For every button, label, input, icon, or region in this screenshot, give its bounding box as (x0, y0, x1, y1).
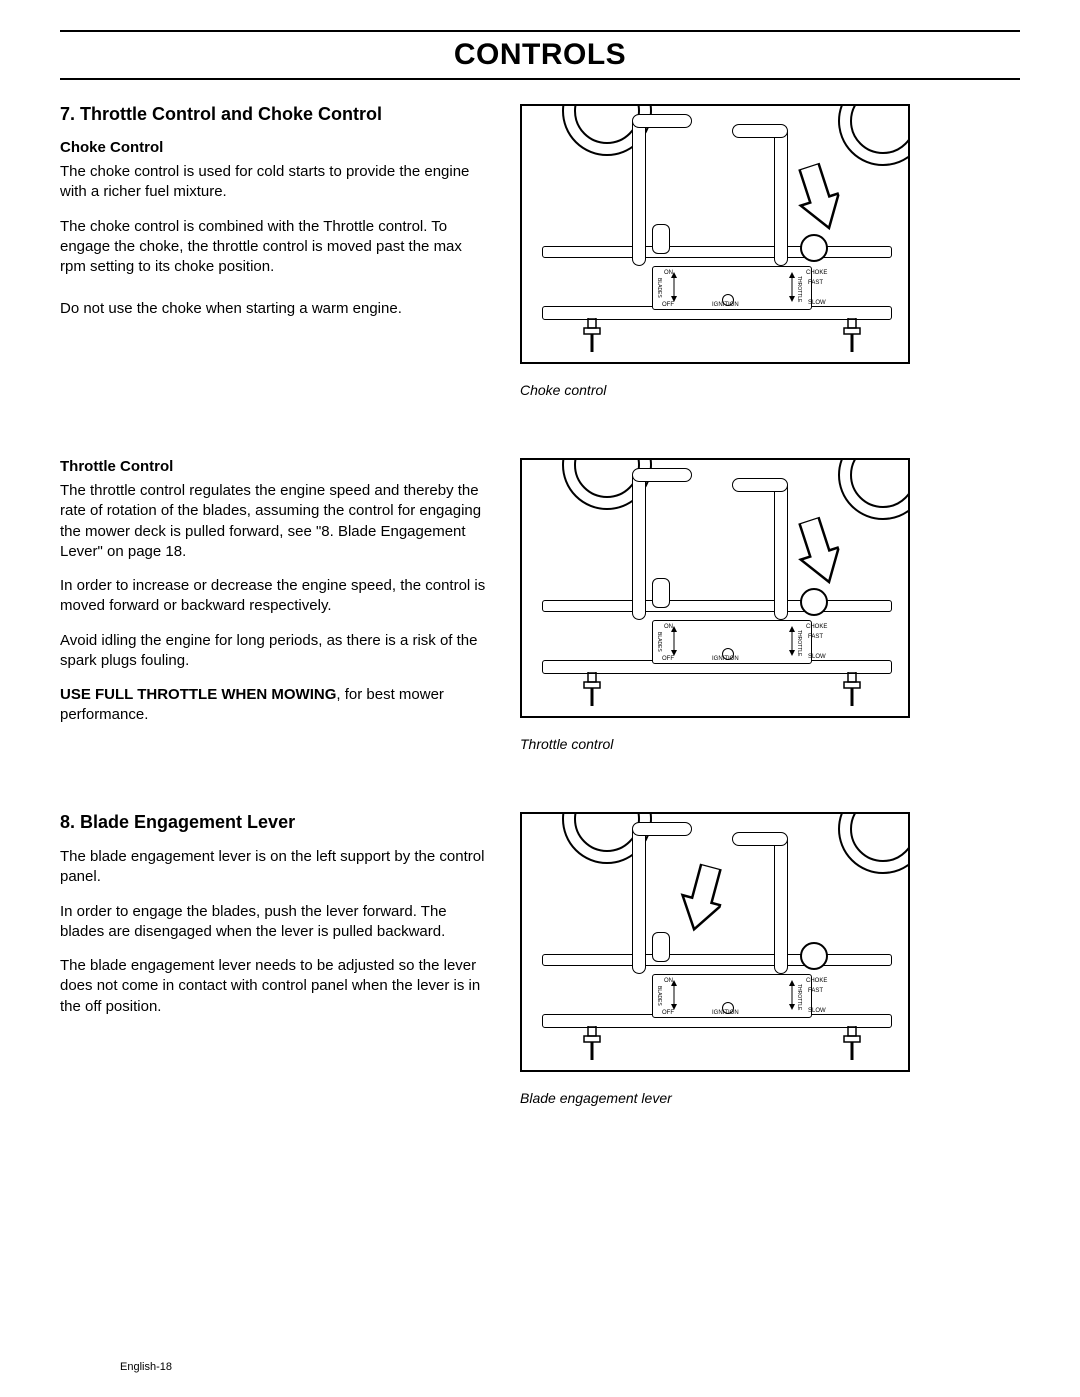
frame-bar (542, 954, 892, 966)
section-throttle: Throttle Control The throttle control re… (60, 458, 1020, 752)
panel-label: THROTTLE (796, 630, 801, 656)
para: The blade engagement lever is on the lef… (60, 847, 490, 888)
arrow-icon (670, 980, 678, 1015)
arrow-icon (788, 626, 796, 661)
panel-label: THROTTLE (796, 984, 801, 1010)
sub-heading: Choke Control (60, 139, 490, 156)
panel-label: BLADES (656, 986, 661, 1006)
frame-bar (542, 600, 892, 612)
arrow-icon (788, 272, 796, 307)
para: USE FULL THROTTLE WHEN MOWING, for best … (60, 685, 490, 726)
content: 7. Throttle Control and Choke Control Ch… (60, 104, 1020, 1106)
panel-label: CHOKE (806, 978, 827, 984)
handle-bar (632, 116, 646, 266)
panel-label: SLOW (808, 300, 826, 306)
frame-bar (542, 246, 892, 258)
panel-label: SLOW (808, 1008, 826, 1014)
para: In order to increase or decrease the eng… (60, 576, 490, 617)
handle-bar (632, 822, 692, 836)
figure-blade: ONOFFBLADESIGNITIONTHROTTLECHOKEFASTSLOW… (520, 812, 910, 1072)
para: The blade engagement lever needs to be a… (60, 956, 490, 1017)
handle-bar (774, 480, 788, 620)
handle-bar (774, 834, 788, 974)
figure-col: ONOFFBLADESIGNITIONTHROTTLECHOKEFASTSLOW… (520, 812, 1020, 1106)
pointer-arrow-icon (664, 859, 730, 940)
panel-label: FAST (808, 280, 823, 286)
handle-bar (732, 124, 788, 138)
panel-label: CHOKE (806, 270, 827, 276)
page-footer: English-18 (120, 1361, 172, 1373)
bold-text: USE FULL THROTTLE WHEN MOWING (60, 686, 336, 703)
figure-throttle: ONOFFBLADESIGNITIONTHROTTLECHOKEFASTSLOW… (520, 458, 910, 718)
text-col: 7. Throttle Control and Choke Control Ch… (60, 104, 490, 398)
figure-col: ONOFFBLADESIGNITIONTHROTTLECHOKEFASTSLOW… (520, 458, 1020, 752)
page-title: CONTROLS (60, 38, 1020, 72)
schematic: ONOFFBLADESIGNITIONTHROTTLECHOKEFASTSLOW (522, 814, 908, 1070)
blade-knob (652, 578, 670, 608)
section-choke: 7. Throttle Control and Choke Control Ch… (60, 104, 1020, 398)
handle-bar (632, 470, 646, 620)
bolt-icon (842, 1026, 862, 1067)
bolt-icon (582, 1026, 602, 1067)
sub-heading: Throttle Control (60, 458, 490, 475)
handle-bar (632, 114, 692, 128)
top-rule (60, 30, 1020, 32)
para: The choke control is used for cold start… (60, 162, 490, 203)
bolt-icon (842, 318, 862, 359)
ignition-icon (722, 648, 734, 660)
figure-caption: Choke control (520, 382, 1020, 398)
bolt-icon (842, 672, 862, 713)
text-col: Throttle Control The throttle control re… (60, 458, 490, 752)
para: Avoid idling the engine for long periods… (60, 631, 490, 672)
handle-bar (732, 832, 788, 846)
arrow-icon (670, 272, 678, 307)
handle-bar (774, 126, 788, 266)
section-blade: 8. Blade Engagement Lever The blade enga… (60, 812, 1020, 1106)
title-rule (60, 78, 1020, 80)
para: In order to engage the blades, push the … (60, 902, 490, 943)
pointer-arrow-icon (780, 160, 849, 242)
panel-label: CHOKE (806, 624, 827, 630)
panel-label: FAST (808, 988, 823, 994)
figure-caption: Blade engagement lever (520, 1090, 1020, 1106)
handle-bar (632, 824, 646, 974)
panel-label: THROTTLE (796, 276, 801, 302)
schematic: ONOFFBLADESIGNITIONTHROTTLECHOKEFASTSLOW (522, 106, 908, 362)
bolt-icon (582, 318, 602, 359)
section-heading: 7. Throttle Control and Choke Control (60, 104, 490, 125)
arrow-icon (670, 626, 678, 661)
bolt-icon (582, 672, 602, 713)
panel-label: BLADES (656, 278, 661, 298)
pointer-arrow-icon (780, 514, 849, 596)
schematic: ONOFFBLADESIGNITIONTHROTTLECHOKEFASTSLOW (522, 460, 908, 716)
throttle-knob (800, 942, 828, 970)
para: The choke control is combined with the T… (60, 217, 490, 278)
text-col: 8. Blade Engagement Lever The blade enga… (60, 812, 490, 1106)
blade-knob (652, 932, 670, 962)
ignition-icon (722, 294, 734, 306)
handle-bar (732, 478, 788, 492)
para: The throttle control regulates the engin… (60, 481, 490, 562)
panel-label: SLOW (808, 654, 826, 660)
panel-label: FAST (808, 634, 823, 640)
para: Do not use the choke when starting a war… (60, 299, 490, 319)
blade-knob (652, 224, 670, 254)
panel-label: BLADES (656, 632, 661, 652)
arrow-icon (788, 980, 796, 1015)
section-heading: 8. Blade Engagement Lever (60, 812, 490, 833)
handle-bar (632, 468, 692, 482)
figure-col: ONOFFBLADESIGNITIONTHROTTLECHOKEFASTSLOW… (520, 104, 1020, 398)
figure-caption: Throttle control (520, 736, 1020, 752)
ignition-icon (722, 1002, 734, 1014)
figure-choke: ONOFFBLADESIGNITIONTHROTTLECHOKEFASTSLOW… (520, 104, 910, 364)
